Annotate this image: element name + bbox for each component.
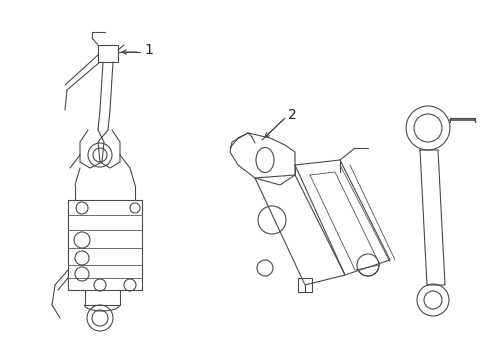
Text: 1: 1 (144, 43, 153, 57)
Text: 2: 2 (288, 108, 297, 122)
